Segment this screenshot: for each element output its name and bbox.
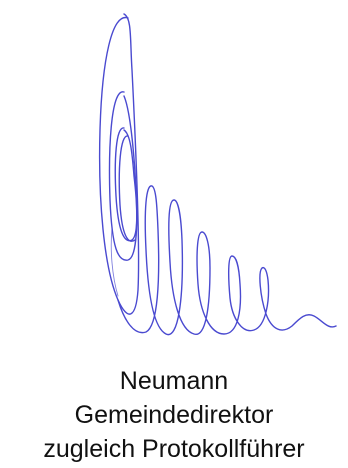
signatory-title: Gemeindedirektor xyxy=(74,401,274,429)
signature-stroke xyxy=(114,127,138,242)
signature-stroke xyxy=(118,135,136,242)
signature-stroke xyxy=(110,227,119,297)
signature-stroke xyxy=(98,13,140,315)
signature-stroke xyxy=(108,91,138,261)
signatory-role: zugleich Protokollführer xyxy=(43,435,305,463)
signature-stroke xyxy=(117,185,337,336)
signatory-name: Neumann xyxy=(119,367,229,395)
signatory-block: Neumann Gemeindedirektor zugleich Protok… xyxy=(0,364,348,466)
handwritten-signature xyxy=(98,13,337,336)
